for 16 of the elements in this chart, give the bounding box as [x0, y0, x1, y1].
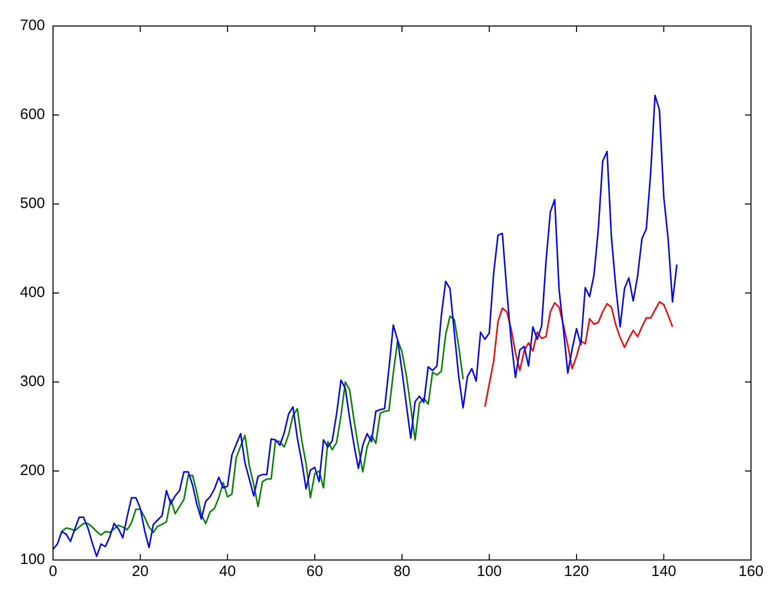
- y-tick-label: 700: [20, 17, 46, 34]
- x-tick-label: 120: [564, 563, 590, 580]
- y-tick-label: 600: [20, 106, 46, 124]
- x-tick-label: 60: [306, 563, 324, 580]
- x-tick-label: 0: [48, 563, 58, 580]
- x-tick-label: 20: [132, 563, 149, 580]
- y-tick-label: 400: [20, 284, 46, 302]
- x-tick-label: 100: [476, 563, 502, 580]
- y-tick-label: 300: [20, 373, 46, 390]
- x-tick-label: 80: [394, 563, 410, 580]
- x-tick-label: 140: [651, 563, 676, 580]
- x-tick-label: 160: [738, 563, 764, 580]
- x-tick-label: 40: [219, 563, 236, 580]
- y-tick-label: 500: [20, 195, 46, 212]
- y-tick-label: 200: [20, 462, 46, 480]
- y-tick-label: 100: [20, 551, 46, 568]
